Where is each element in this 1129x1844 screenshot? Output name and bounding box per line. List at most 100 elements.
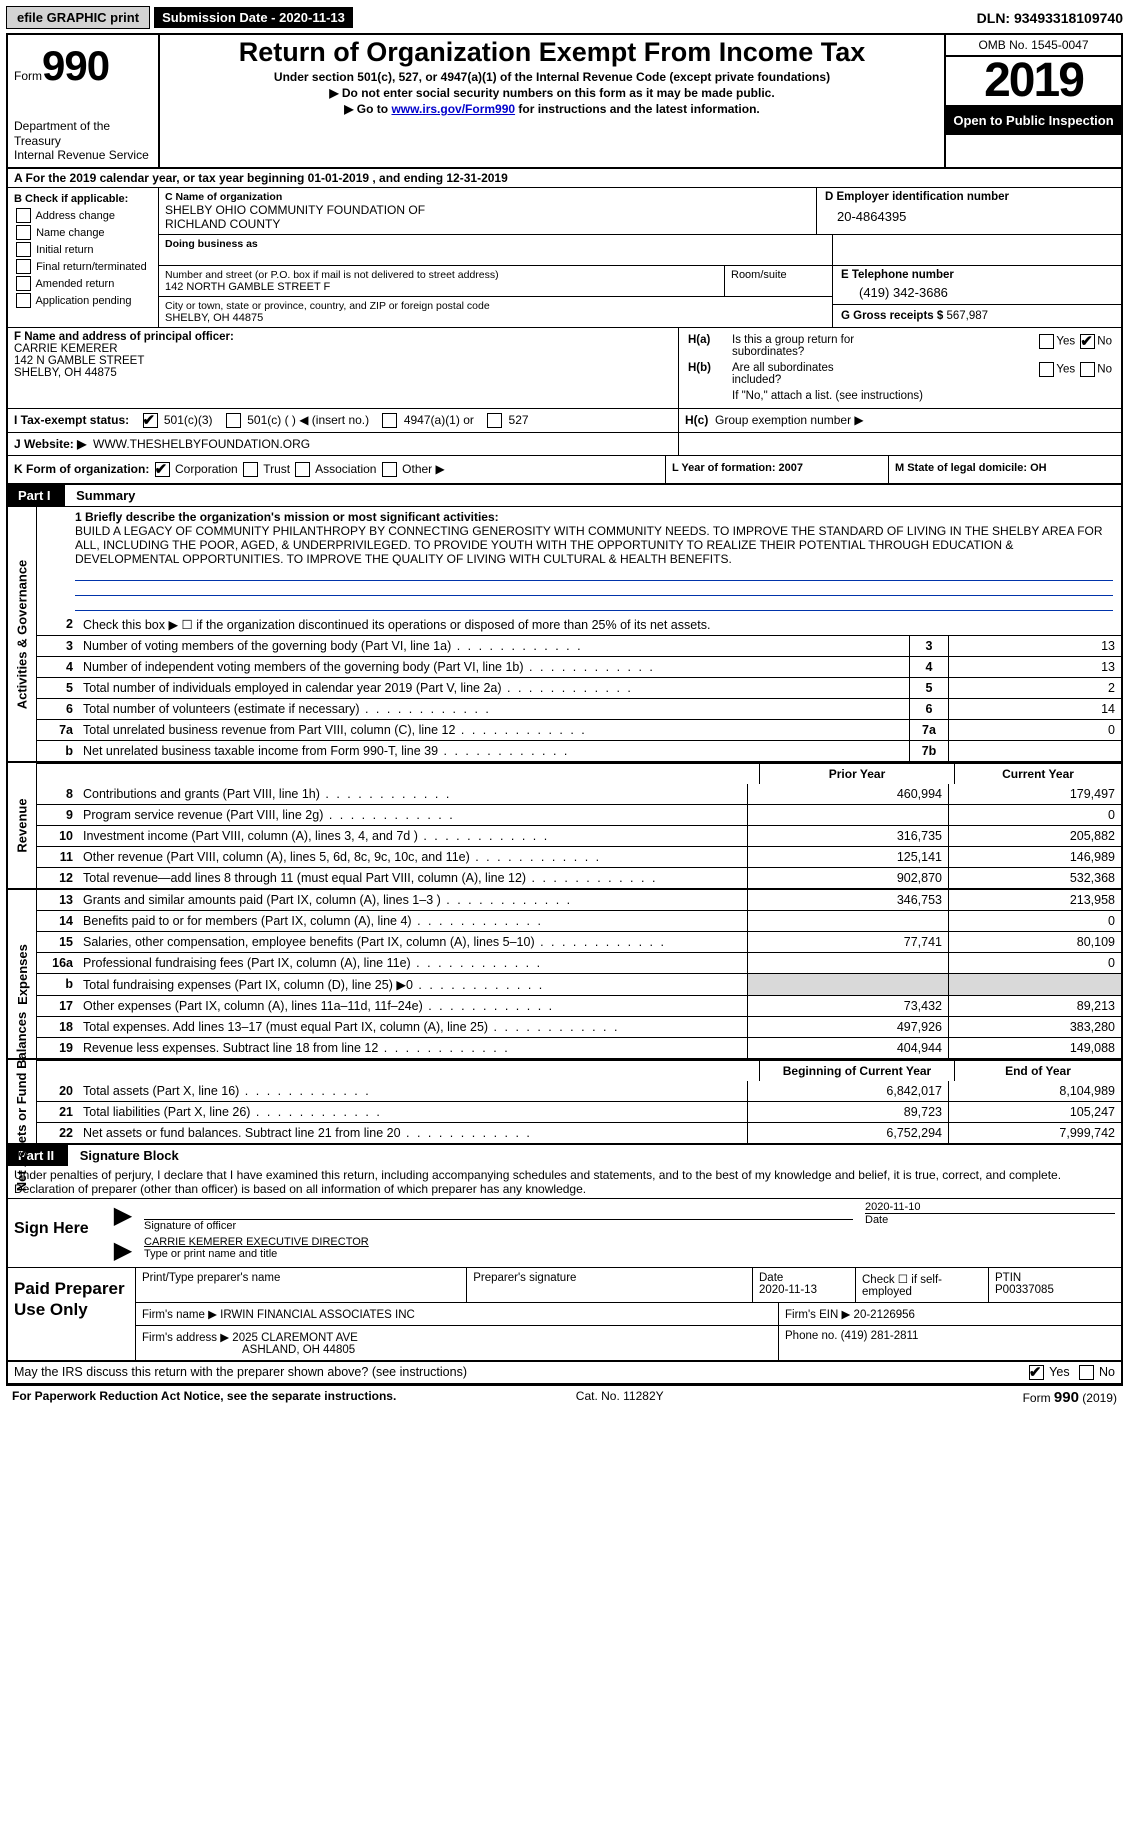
opt-corp: Corporation [175, 462, 238, 476]
street-lbl: Number and street (or P.O. box if mail i… [165, 269, 718, 281]
chk-final[interactable]: Final return/terminated [14, 259, 152, 276]
chk-corp[interactable] [155, 462, 170, 477]
side-rev-label: Revenue [15, 799, 30, 853]
firm-phone-lbl: Phone no. [785, 1330, 837, 1342]
ein: 20-4864395 [825, 203, 1113, 224]
form-990: 990 [42, 42, 109, 89]
box-c-name: C Name of organization SHELBY OHIO COMMU… [159, 188, 817, 234]
box-l: L Year of formation: 2007 [666, 456, 889, 483]
printed-name-field: CARRIE KEMERER EXECUTIVE DIRECTOR Type o… [138, 1236, 1121, 1265]
row-address: Number and street (or P.O. box if mail i… [159, 266, 1121, 327]
sign-arrow-icon: ▶ [108, 1201, 138, 1232]
side-revenue: Revenue [8, 763, 37, 888]
chk-amended[interactable]: Amended return [14, 276, 152, 293]
summary-line: 13Grants and similar amounts paid (Part … [37, 890, 1121, 910]
firm-name: IRWIN FINANCIAL ASSOCIATES INC [220, 1309, 415, 1321]
side-governance: Activities & Governance [8, 507, 37, 761]
row-dba: Doing business as [159, 235, 1121, 266]
irs-link[interactable]: www.irs.gov/Form990 [391, 102, 515, 116]
summary-line: 16aProfessional fundraising fees (Part I… [37, 952, 1121, 973]
opt-527: 527 [509, 413, 529, 427]
opt-501c: 501(c) ( ) ◀ (insert no.) [247, 413, 369, 427]
sig-date-lbl: Date [865, 1214, 888, 1226]
opt-other: Other ▶ [402, 462, 445, 476]
box-m: M State of legal domicile: OH [889, 456, 1121, 483]
signature-field[interactable]: Signature of officer [138, 1201, 859, 1232]
form-title: Return of Organization Exempt From Incom… [168, 37, 936, 68]
chk-501c[interactable] [226, 413, 241, 428]
hb-no: No [1097, 363, 1112, 375]
printed-name: CARRIE KEMERER EXECUTIVE DIRECTOR [144, 1236, 369, 1248]
box-i: I Tax-exempt status: 501(c)(3) 501(c) ( … [8, 409, 679, 432]
box-f: F Name and address of principal officer:… [8, 328, 679, 408]
rev-header: Prior Year Current Year [37, 763, 1121, 784]
paid-preparer-block: Paid Preparer Use Only Print/Type prepar… [8, 1268, 1121, 1362]
box-hc: H(c) Group exemption number ▶ [679, 409, 1121, 432]
summary-line: 17Other expenses (Part IX, column (A), l… [37, 995, 1121, 1016]
section-expenses: Expenses 13Grants and similar amounts pa… [8, 890, 1121, 1060]
summary-line: 10Investment income (Part VIII, column (… [37, 825, 1121, 846]
p-sig-lbl: Preparer's signature [473, 1272, 576, 1284]
discuss-no: No [1099, 1365, 1115, 1379]
chk-assoc[interactable] [295, 462, 310, 477]
row-f-h: F Name and address of principal officer:… [8, 328, 1121, 409]
ha-no-chk[interactable] [1080, 334, 1095, 349]
part2-title: Signature Block [72, 1146, 187, 1165]
ha-txt1: Is this a group return for [732, 334, 854, 346]
c-name-lbl: C Name of organization [165, 191, 810, 203]
chk-4947[interactable] [382, 413, 397, 428]
chk-name-change[interactable]: Name change [14, 225, 152, 242]
summary-line: 11Other revenue (Part VIII, column (A), … [37, 846, 1121, 867]
firm-addr2: ASHLAND, OH 44805 [142, 1344, 355, 1356]
form-subtitle: Under section 501(c), 527, or 4947(a)(1)… [168, 70, 936, 84]
p-date-val: 2020-11-13 [759, 1284, 817, 1296]
firm-ein-lbl: Firm's EIN ▶ [785, 1309, 850, 1321]
chk-app-pending[interactable]: Application pending [14, 293, 152, 310]
ha-yes-chk[interactable] [1039, 334, 1054, 349]
chk-527[interactable] [487, 413, 502, 428]
discuss-yes-chk[interactable] [1029, 1365, 1044, 1380]
sign-arrow-icon-2: ▶ [108, 1236, 138, 1265]
cat-no: Cat. No. 11282Y [576, 1389, 664, 1406]
ha-no: No [1097, 335, 1112, 347]
ha-yes: Yes [1056, 335, 1075, 347]
form-word: Form [14, 69, 42, 83]
part2-header: Part II Signature Block [8, 1145, 1121, 1166]
section-net-assets: Net Assets or Fund Balances Beginning of… [8, 1060, 1121, 1145]
summary-line: 22Net assets or fund balances. Subtract … [37, 1122, 1121, 1143]
street-cell: Number and street (or P.O. box if mail i… [159, 266, 725, 296]
tax-year: 2019 [946, 57, 1121, 107]
box-j: J Website: ▶ WWW.THESHELBYFOUNDATION.ORG [8, 433, 678, 455]
col-cde: C Name of organization SHELBY OHIO COMMU… [159, 188, 1121, 327]
hb-yes-chk[interactable] [1039, 362, 1054, 377]
discuss-no-chk[interactable] [1079, 1365, 1094, 1380]
efile-button[interactable]: efile GRAPHIC print [6, 6, 150, 29]
mission-lbl: 1 Briefly describe the organization's mi… [75, 510, 499, 524]
ptin-val: P00337085 [995, 1284, 1054, 1296]
hb-no-chk[interactable] [1080, 362, 1095, 377]
summary-line: 21Total liabilities (Part X, line 26)89,… [37, 1101, 1121, 1122]
firm-addr-lbl: Firm's address ▶ [142, 1332, 229, 1344]
ha-lbl: H(a) [688, 334, 710, 346]
address-block: Number and street (or P.O. box if mail i… [159, 266, 833, 327]
chk-trust[interactable] [243, 462, 258, 477]
officer-name: CARRIE KEMERER [14, 343, 672, 355]
chk-initial[interactable]: Initial return [14, 242, 152, 259]
footer-left: For Paperwork Reduction Act Notice, see … [12, 1389, 396, 1406]
chk-501c3[interactable] [143, 413, 158, 428]
ha-txt2: subordinates? [732, 346, 804, 358]
mission-text: BUILD A LEGACY OF COMMUNITY PHILANTHROPY… [75, 524, 1103, 566]
f-lbl: F Name and address of principal officer: [14, 331, 234, 343]
discuss-row: May the IRS discuss this return with the… [8, 1362, 1121, 1384]
self-employed[interactable]: Check ☐ if self-employed [856, 1268, 989, 1302]
summary-line: 9Program service revenue (Part VIII, lin… [37, 804, 1121, 825]
top-bar: efile GRAPHIC print Submission Date - 20… [6, 6, 1123, 29]
chk-addr-change[interactable]: Address change [14, 208, 152, 225]
row-name: C Name of organization SHELBY OHIO COMMU… [159, 188, 1121, 235]
k-lbl: K Form of organization: [14, 462, 149, 476]
org-name-2: RICHLAND COUNTY [165, 217, 810, 231]
h-note: If "No," attach a list. (see instruction… [731, 389, 1113, 403]
city-lbl: City or town, state or province, country… [165, 300, 826, 312]
form-note1: ▶ Do not enter social security numbers o… [168, 86, 936, 100]
chk-other[interactable] [382, 462, 397, 477]
